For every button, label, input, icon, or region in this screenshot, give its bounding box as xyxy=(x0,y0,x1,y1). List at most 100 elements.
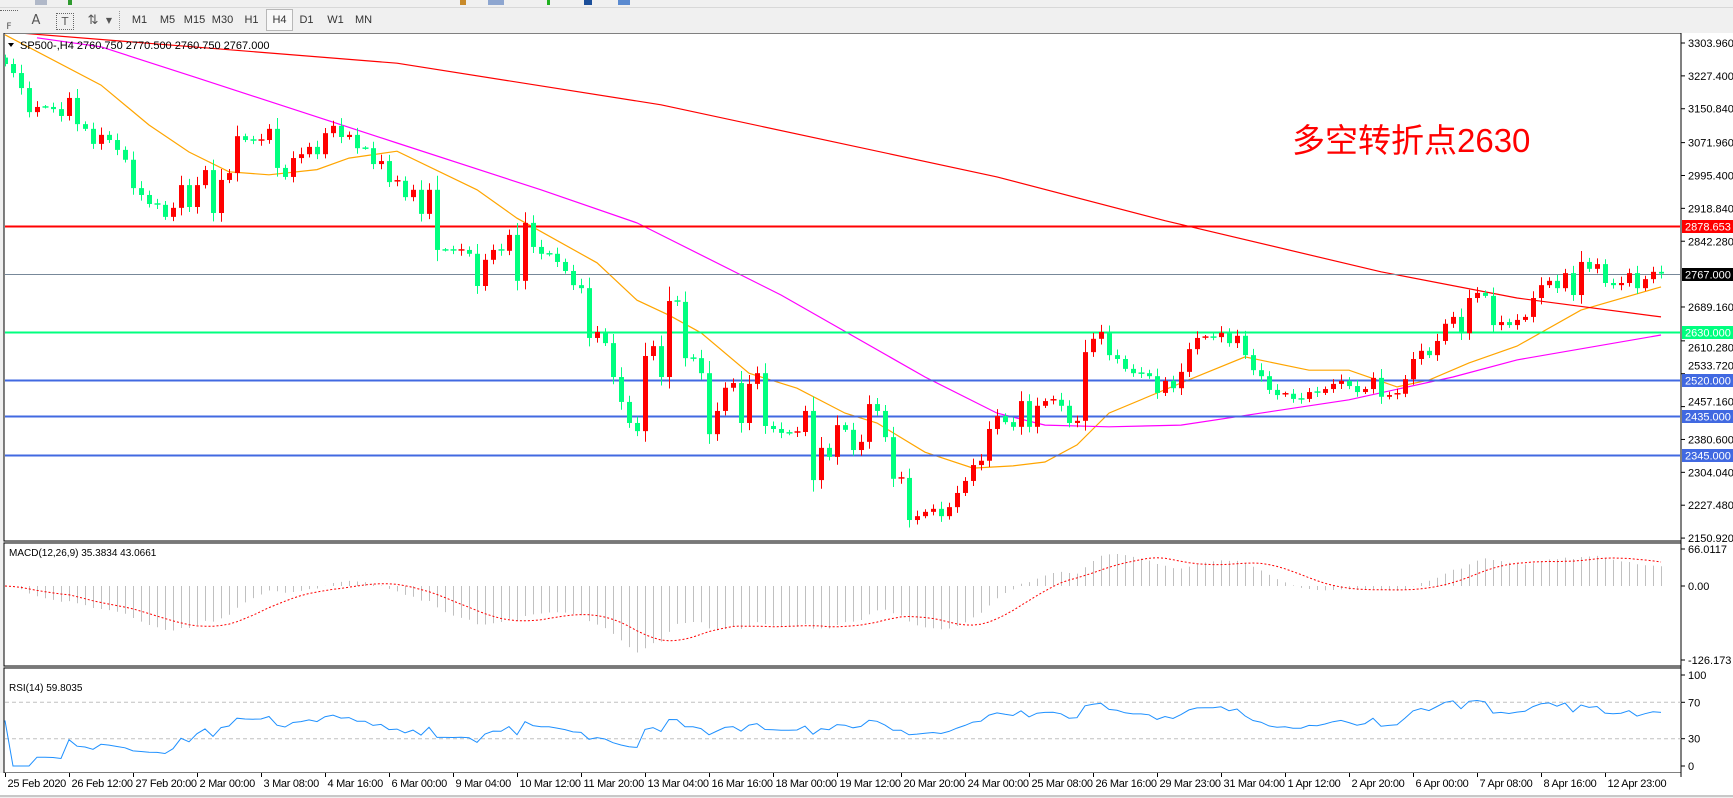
candle[interactable] xyxy=(1531,291,1536,323)
candle[interactable] xyxy=(387,154,392,188)
candle[interactable] xyxy=(147,190,152,208)
candle[interactable] xyxy=(211,159,216,222)
candle[interactable] xyxy=(35,101,40,117)
candle[interactable] xyxy=(1587,257,1592,273)
candle[interactable] xyxy=(1163,377,1168,396)
candle[interactable] xyxy=(362,146,369,150)
candle[interactable] xyxy=(323,127,328,159)
candle[interactable] xyxy=(555,247,560,267)
candle[interactable] xyxy=(1091,332,1096,357)
candle[interactable] xyxy=(19,64,24,95)
timeframe-h1-button[interactable]: H1 xyxy=(244,14,259,26)
candle[interactable] xyxy=(979,454,984,471)
candle[interactable] xyxy=(1427,347,1432,359)
candle[interactable] xyxy=(1307,388,1312,403)
candle[interactable] xyxy=(1499,315,1504,331)
price-axis-area[interactable] xyxy=(1681,33,1733,773)
candle[interactable] xyxy=(898,471,905,484)
candle[interactable] xyxy=(1003,413,1008,425)
candle[interactable] xyxy=(1202,334,1209,340)
time-axis-area[interactable] xyxy=(0,773,1733,795)
candle[interactable] xyxy=(803,405,808,437)
toolbar-icon-fragment[interactable] xyxy=(460,0,466,5)
candle[interactable] xyxy=(1075,415,1080,428)
candle[interactable] xyxy=(995,409,1000,435)
candle[interactable] xyxy=(1411,351,1416,385)
candle[interactable] xyxy=(611,334,616,385)
candle[interactable] xyxy=(563,258,568,274)
text-label-icon[interactable]: T xyxy=(56,13,74,30)
candle[interactable] xyxy=(1347,377,1352,390)
candle[interactable] xyxy=(587,277,592,347)
candle[interactable] xyxy=(107,131,112,144)
candle[interactable] xyxy=(883,405,888,442)
timeframe-h4-button[interactable]: H4 xyxy=(266,9,293,31)
candle[interactable] xyxy=(891,426,896,487)
toolbar-icon-fragment[interactable] xyxy=(35,0,47,5)
candle[interactable] xyxy=(683,291,688,367)
candle[interactable] xyxy=(1187,342,1192,378)
candle[interactable] xyxy=(123,146,128,163)
candle[interactable] xyxy=(267,124,272,144)
candle[interactable] xyxy=(723,382,728,416)
candle[interactable] xyxy=(794,426,801,437)
timeframe-m15-button[interactable]: M15 xyxy=(183,14,206,26)
chevron-down-icon[interactable]: ▼ xyxy=(105,16,113,25)
candle[interactable] xyxy=(939,501,944,522)
grid-icon[interactable]: F xyxy=(0,10,18,32)
candle[interactable] xyxy=(827,443,832,461)
candle[interactable] xyxy=(171,202,176,222)
candle[interactable] xyxy=(163,201,168,220)
candle[interactable] xyxy=(498,243,505,256)
candle[interactable] xyxy=(1107,325,1112,361)
candle[interactable] xyxy=(1123,355,1128,372)
candle[interactable] xyxy=(859,434,864,456)
candle[interactable] xyxy=(1235,329,1240,348)
candle[interactable] xyxy=(1483,290,1488,298)
candle[interactable] xyxy=(771,421,776,433)
candle[interactable] xyxy=(1394,388,1401,400)
toolbar-icon-fragment[interactable] xyxy=(488,0,504,5)
candle[interactable] xyxy=(299,147,304,164)
candle[interactable] xyxy=(458,243,465,256)
candle[interactable] xyxy=(442,247,449,252)
candle[interactable] xyxy=(1147,369,1152,379)
candle[interactable] xyxy=(690,354,697,362)
candle[interactable] xyxy=(403,176,408,201)
candle[interactable] xyxy=(411,184,416,202)
candle[interactable] xyxy=(1323,386,1328,395)
candle[interactable] xyxy=(371,141,376,170)
candle[interactable] xyxy=(1491,287,1496,332)
candle[interactable] xyxy=(1355,380,1360,397)
candle[interactable] xyxy=(243,133,248,143)
candle[interactable] xyxy=(1603,259,1608,287)
candle[interactable] xyxy=(59,102,64,122)
candle[interactable] xyxy=(627,395,632,428)
candle[interactable] xyxy=(1611,278,1616,289)
candle[interactable] xyxy=(1403,374,1408,398)
candle[interactable] xyxy=(1131,364,1136,377)
candle[interactable] xyxy=(1507,318,1512,328)
candle[interactable] xyxy=(971,458,976,487)
candle[interactable] xyxy=(507,229,512,256)
candle[interactable] xyxy=(923,509,928,519)
candle[interactable] xyxy=(1419,343,1424,365)
candle[interactable] xyxy=(1659,265,1664,279)
timeframe-m30-button[interactable]: M30 xyxy=(211,14,234,26)
candle[interactable] xyxy=(307,142,312,158)
candle[interactable] xyxy=(219,168,224,222)
timeframe-d1-button[interactable]: D1 xyxy=(299,14,314,26)
candle[interactable] xyxy=(115,133,120,156)
candle[interactable] xyxy=(235,125,240,182)
candle[interactable] xyxy=(731,378,736,392)
candle[interactable] xyxy=(747,375,752,431)
candle[interactable] xyxy=(1227,328,1232,347)
candle[interactable] xyxy=(1547,277,1552,289)
candle[interactable] xyxy=(195,176,200,214)
candle[interactable] xyxy=(1179,363,1184,395)
candle[interactable] xyxy=(291,151,296,183)
candle[interactable] xyxy=(1210,333,1217,341)
candle[interactable] xyxy=(139,181,144,201)
candle[interactable] xyxy=(1282,391,1289,397)
candle[interactable] xyxy=(674,295,681,306)
